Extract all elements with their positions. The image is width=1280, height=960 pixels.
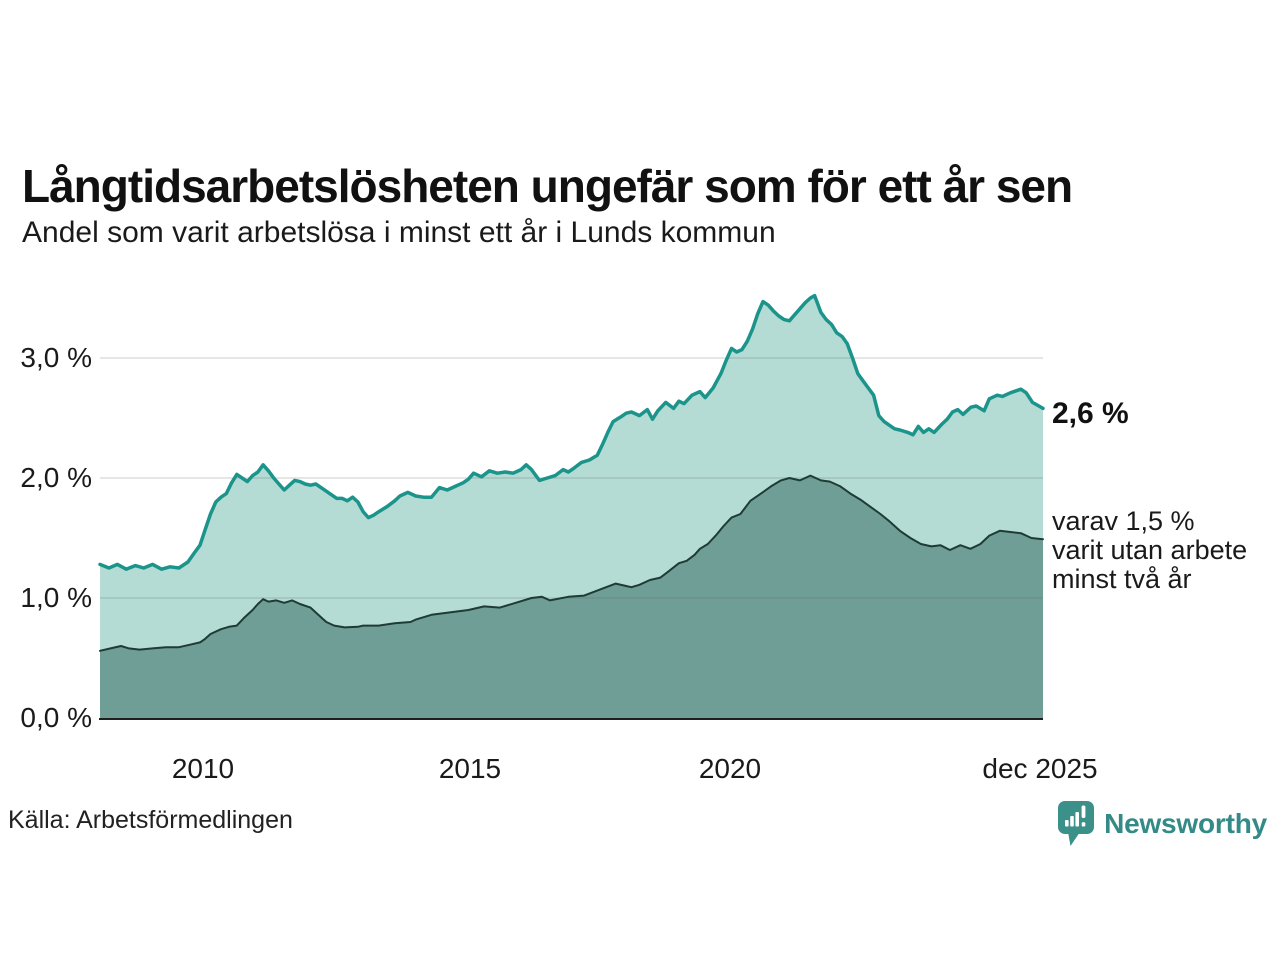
secondary-series-label: varav 1,5 % varit utan arbete minst två … xyxy=(1052,507,1247,594)
line-series-2 xyxy=(99,474,1044,652)
page-subtitle: Andel som varit arbetslösa i minst ett å… xyxy=(22,216,776,249)
page-title: Långtidsarbetslösheten ungefär som för e… xyxy=(22,159,1073,212)
bar-chart-speech-bubble-icon xyxy=(1058,801,1095,846)
source-note: Källa: Arbetsförmedlingen xyxy=(8,806,293,834)
x-tick-2015: 2015 xyxy=(438,753,502,784)
line-series-1 xyxy=(98,293,1045,571)
latest-value-label: 2,6 % xyxy=(1052,397,1129,430)
newsworthy-wordmark: Newsworthy xyxy=(1104,807,1267,839)
secondary-series-label-line1: varav 1,5 % xyxy=(1052,506,1195,536)
x-tick-2020: 2020 xyxy=(698,753,762,784)
y-tick-0: 0,0 % xyxy=(20,702,92,733)
y-tick-3: 3,0 % xyxy=(20,342,92,373)
x-tick-2010: 2010 xyxy=(171,753,235,784)
y-tick-1: 1,0 % xyxy=(20,582,92,613)
y-tick-2: 2,0 % xyxy=(20,462,92,493)
secondary-series-label-line2: varit utan arbete xyxy=(1052,535,1248,565)
newsworthy-logo: Newsworthy xyxy=(1057,800,1267,847)
secondary-series-label-line3: minst två år xyxy=(1052,564,1192,594)
x-tick-dec-2025: dec 2025 xyxy=(982,753,1098,784)
